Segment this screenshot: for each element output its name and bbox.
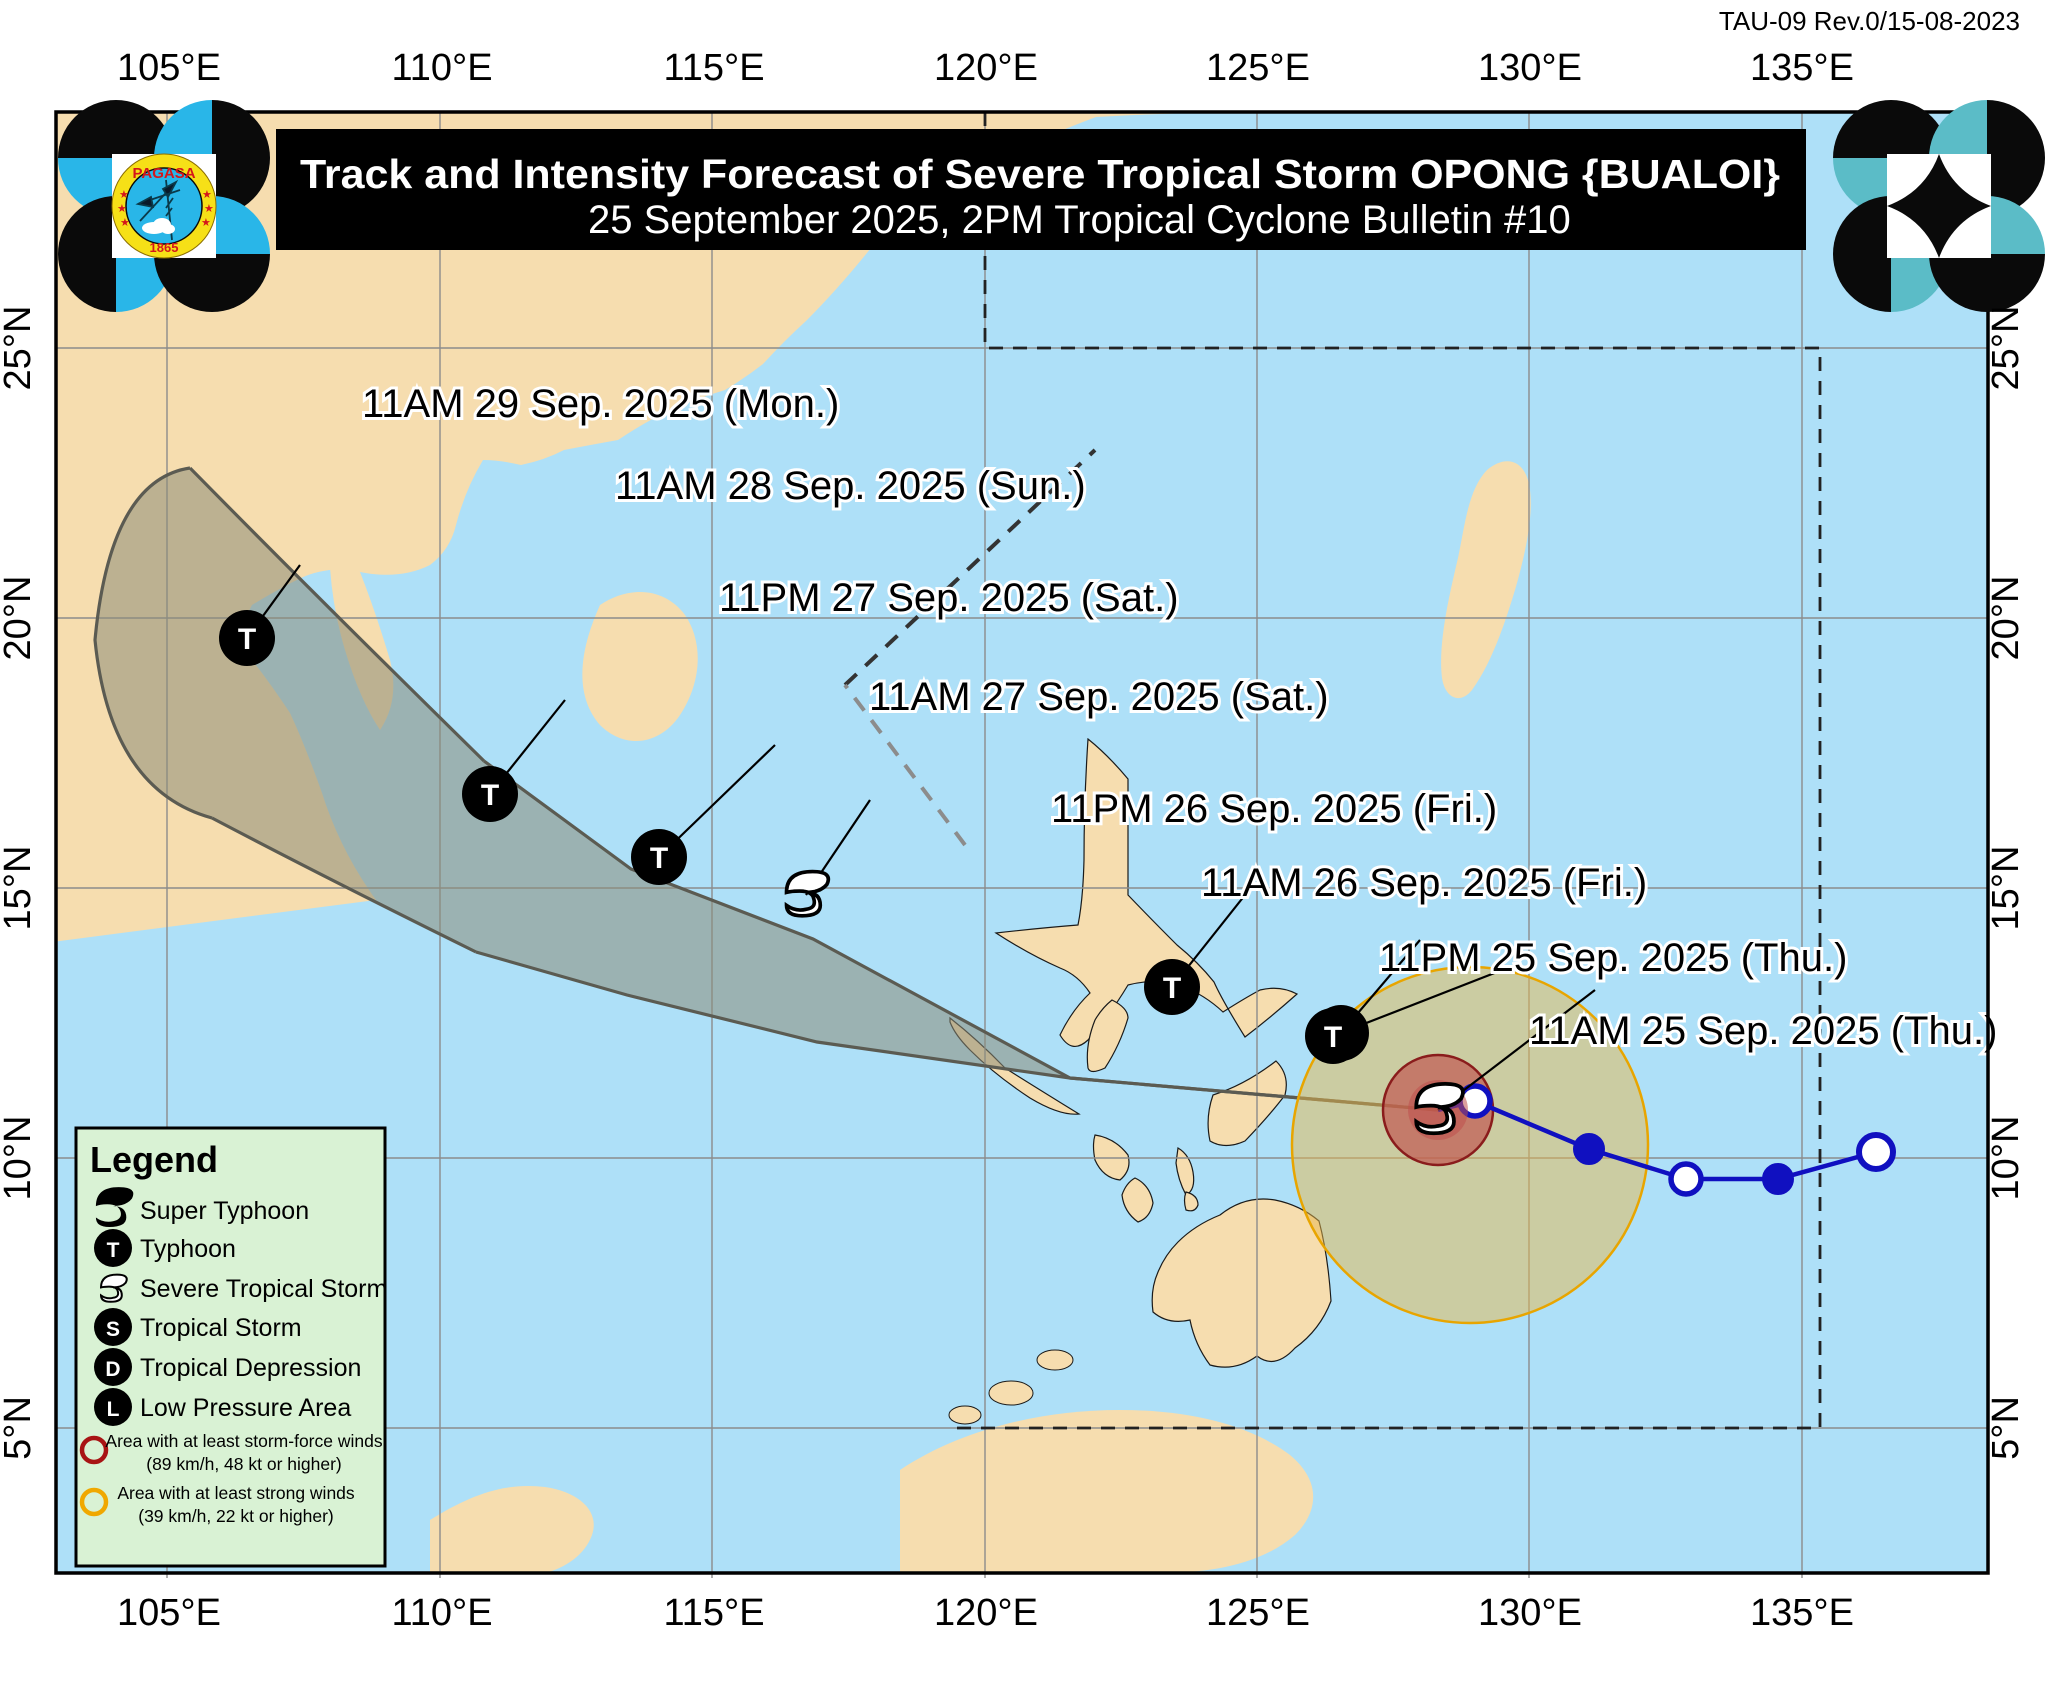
svg-text:11AM 29 Sep. 2025 (Mon.): 11AM 29 Sep. 2025 (Mon.) (362, 382, 839, 426)
svg-text:T: T (650, 842, 668, 875)
svg-text:11AM 26 Sep. 2025 (Fri.): 11AM 26 Sep. 2025 (Fri.) (1201, 861, 1647, 905)
svg-text:135°E: 135°E (1750, 47, 1854, 89)
svg-text:115°E: 115°E (663, 1592, 764, 1634)
svg-text:Area with at least storm-force: Area with at least storm-force winds (105, 1431, 382, 1451)
svg-text:T: T (1163, 972, 1181, 1005)
svg-text:20°N: 20°N (0, 576, 39, 661)
svg-text:Super Typhoon: Super Typhoon (140, 1197, 309, 1225)
svg-text:TAU-09 Rev.0/15-08-2023: TAU-09 Rev.0/15-08-2023 (1719, 6, 2020, 36)
svg-text:11PM 26 Sep. 2025 (Fri.): 11PM 26 Sep. 2025 (Fri.) (1051, 787, 1497, 831)
svg-text:25°N: 25°N (0, 306, 39, 391)
svg-text:125°E: 125°E (1206, 47, 1310, 89)
svg-text:15°N: 15°N (1985, 846, 2027, 931)
svg-text:Severe Tropical Storm: Severe Tropical Storm (140, 1275, 387, 1303)
svg-text:Track and Intensity Forecast o: Track and Intensity Forecast of Severe T… (300, 151, 1780, 197)
svg-text:T: T (481, 779, 499, 812)
svg-text:115°E: 115°E (663, 47, 764, 89)
svg-text:Tropical Storm: Tropical Storm (140, 1314, 302, 1342)
svg-text:T: T (107, 1239, 120, 1262)
svg-text:105°E: 105°E (117, 1592, 221, 1634)
svg-text:11PM 25 Sep. 2025 (Thu.): 11PM 25 Sep. 2025 (Thu.) (1379, 936, 1847, 980)
svg-text:5°N: 5°N (1985, 1396, 2027, 1460)
svg-text:11PM 27 Sep. 2025 (Sat.): 11PM 27 Sep. 2025 (Sat.) (719, 576, 1179, 620)
svg-text:120°E: 120°E (934, 1592, 1038, 1634)
svg-text:D: D (105, 1358, 120, 1381)
svg-text:20°N: 20°N (1985, 576, 2027, 661)
svg-text:★: ★ (204, 203, 214, 215)
svg-text:105°E: 105°E (117, 47, 221, 89)
svg-text:S: S (106, 1318, 120, 1341)
svg-text:★: ★ (117, 203, 127, 215)
svg-text:10°N: 10°N (0, 1116, 39, 1201)
svg-text:Area with at least strong wind: Area with at least strong winds (117, 1483, 355, 1503)
svg-text:15°N: 15°N (0, 846, 39, 931)
svg-text:(89 km/h, 48 kt or higher): (89 km/h, 48 kt or higher) (146, 1454, 342, 1474)
svg-text:Tropical Depression: Tropical Depression (140, 1354, 361, 1382)
svg-text:T: T (1324, 1021, 1342, 1054)
svg-text:110°E: 110°E (391, 1592, 492, 1634)
svg-text:10°N: 10°N (1985, 1116, 2027, 1201)
svg-text:130°E: 130°E (1478, 1592, 1582, 1634)
svg-text:★: ★ (119, 189, 129, 201)
svg-text:★: ★ (120, 217, 130, 229)
svg-text:25 September 2025, 2PM Tropica: 25 September 2025, 2PM Tropical Cyclone … (588, 198, 1571, 242)
svg-text:110°E: 110°E (391, 47, 492, 89)
svg-text:★: ★ (201, 217, 211, 229)
svg-text:(39 km/h, 22 kt or higher): (39 km/h, 22 kt or higher) (138, 1506, 334, 1526)
svg-text:125°E: 125°E (1206, 1592, 1310, 1634)
svg-text:25°N: 25°N (1985, 306, 2027, 391)
svg-text:Low Pressure Area: Low Pressure Area (140, 1394, 351, 1422)
svg-text:5°N: 5°N (0, 1396, 39, 1460)
svg-text:120°E: 120°E (934, 47, 1038, 89)
svg-text:130°E: 130°E (1478, 47, 1582, 89)
svg-text:★: ★ (202, 189, 212, 201)
svg-text:Legend: Legend (90, 1139, 218, 1180)
svg-text:11AM 25 Sep. 2025 (Thu.): 11AM 25 Sep. 2025 (Thu.) (1529, 1009, 1997, 1053)
svg-text:11AM 27 Sep. 2025 (Sat.): 11AM 27 Sep. 2025 (Sat.) (869, 675, 1329, 719)
svg-text:L: L (107, 1398, 120, 1421)
svg-text:11AM 28 Sep. 2025 (Sun.): 11AM 28 Sep. 2025 (Sun.) (615, 464, 1086, 508)
svg-text:135°E: 135°E (1750, 1592, 1854, 1634)
svg-text:Typhoon: Typhoon (140, 1235, 236, 1263)
svg-text:PAGASA: PAGASA (132, 165, 195, 182)
svg-text:T: T (238, 623, 256, 656)
svg-text:1865: 1865 (150, 240, 179, 255)
